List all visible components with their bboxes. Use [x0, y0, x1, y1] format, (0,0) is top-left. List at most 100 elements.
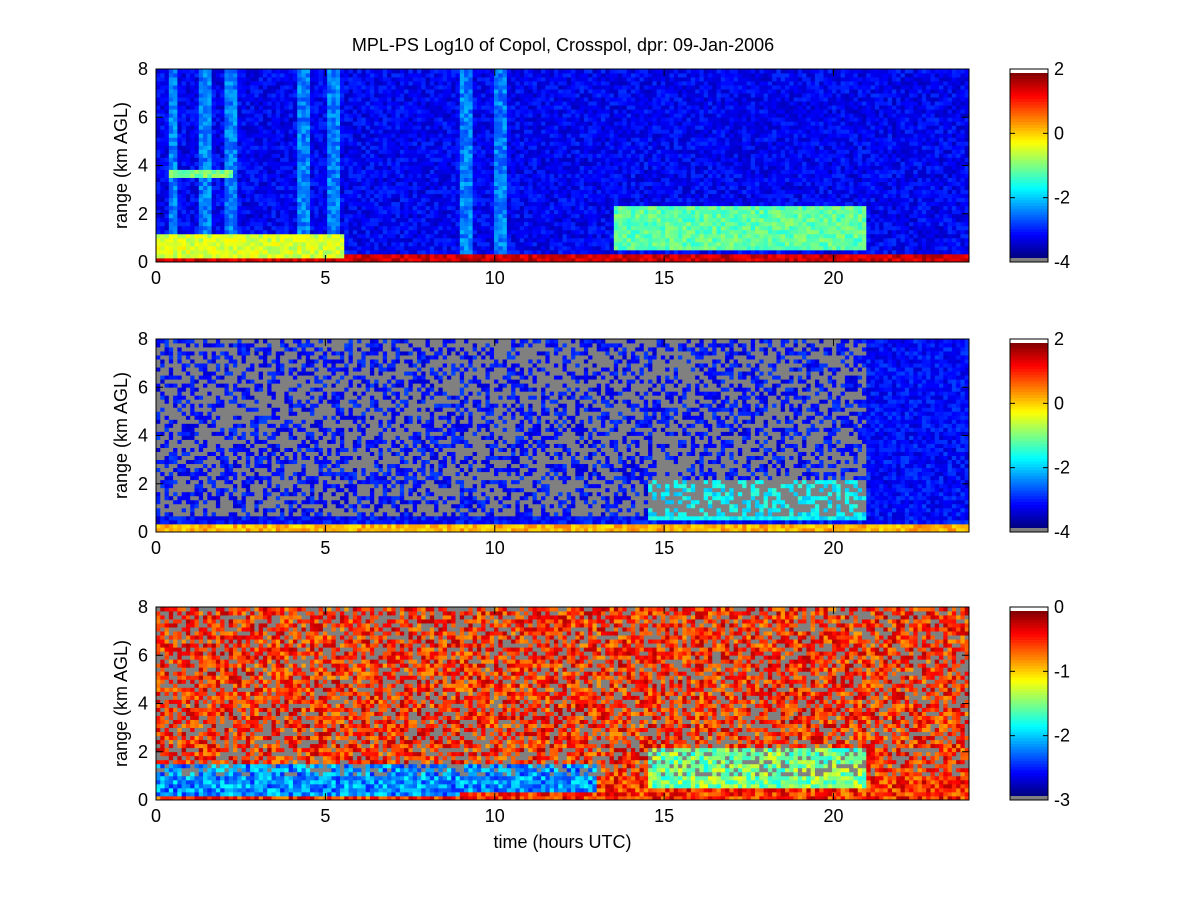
heatmap-cell — [588, 81, 593, 86]
heatmap-cell — [301, 193, 307, 199]
heatmap-cell — [168, 133, 174, 138]
heatmap-cell — [177, 85, 183, 90]
heatmap-cell — [258, 165, 264, 170]
heatmap-cell — [181, 109, 187, 114]
heatmap-cell — [489, 217, 495, 223]
heatmap-cell — [173, 209, 178, 215]
heatmap-cell — [284, 93, 290, 98]
heatmap-cell — [536, 145, 542, 150]
heatmap-cell — [476, 173, 482, 178]
heatmap-cell — [181, 169, 187, 174]
heatmap-cell — [391, 89, 397, 94]
heatmap-cell — [476, 233, 482, 239]
heatmap-cell — [233, 109, 238, 114]
heatmap-cell — [173, 73, 178, 78]
heatmap-cell — [583, 253, 589, 259]
heatmap-cell — [344, 81, 349, 86]
heatmap-cell — [425, 93, 431, 98]
heatmap-cell — [579, 173, 585, 178]
heatmap-cell — [558, 137, 563, 142]
heatmap-cell — [519, 205, 525, 211]
heatmap-cell — [357, 249, 362, 255]
heatmap-cell — [207, 245, 213, 251]
heatmap-cell — [506, 137, 512, 142]
heatmap-cell — [502, 245, 508, 251]
heatmap-cell — [297, 197, 302, 203]
heatmap-cell — [254, 237, 260, 243]
heatmap-cell — [245, 249, 251, 255]
heatmap-cell — [305, 129, 311, 134]
heatmap-cell — [417, 141, 422, 146]
heatmap-cell — [177, 133, 183, 138]
heatmap-cell — [451, 225, 456, 231]
heatmap-cell — [220, 69, 225, 74]
heatmap-cell — [369, 97, 375, 102]
heatmap-cell — [267, 113, 272, 118]
heatmap-cell — [566, 257, 572, 263]
heatmap-cell — [369, 165, 375, 170]
heatmap-cell — [156, 161, 161, 166]
heatmap-cell — [399, 241, 405, 247]
heatmap-cell — [485, 189, 491, 195]
heatmap-cell — [528, 217, 533, 223]
heatmap-cell — [468, 225, 474, 231]
heatmap-cell — [515, 213, 521, 219]
heatmap-cell — [262, 117, 268, 122]
heatmap-cell — [506, 73, 512, 78]
heatmap-cell — [224, 101, 230, 106]
heatmap-cell — [438, 133, 444, 138]
heatmap-cell — [215, 101, 221, 106]
heatmap-cell — [194, 205, 200, 211]
heatmap-cell — [310, 193, 315, 199]
heatmap-cell — [194, 177, 200, 182]
heatmap-cell — [288, 117, 294, 122]
heatmap-cell — [485, 169, 491, 174]
heatmap-cell — [498, 145, 503, 150]
heatmap-cell — [374, 217, 379, 223]
heatmap-cell — [481, 173, 486, 178]
heatmap-cell — [160, 185, 165, 191]
heatmap-cell — [528, 197, 533, 203]
heatmap-cell — [280, 241, 285, 247]
heatmap-cell — [421, 77, 426, 82]
heatmap-cell — [262, 221, 268, 227]
heatmap-cell — [446, 193, 452, 199]
heatmap-cell — [203, 177, 208, 182]
heatmap-cell — [339, 69, 345, 74]
heatmap-cell — [203, 201, 208, 207]
heatmap-cell — [237, 229, 242, 235]
heatmap-cell — [536, 225, 542, 231]
heatmap-cell — [412, 141, 418, 146]
heatmap-cell — [215, 161, 221, 166]
heatmap-cell — [429, 149, 435, 154]
heatmap-cell — [297, 249, 302, 255]
heatmap-cell — [562, 133, 568, 138]
heatmap-cell — [365, 105, 371, 110]
heatmap-cell — [271, 169, 277, 174]
heatmap-cell — [553, 189, 559, 195]
heatmap-cell — [399, 101, 405, 106]
heatmap-cell — [523, 173, 529, 178]
heatmap-cell — [181, 245, 187, 251]
heatmap-cell — [168, 201, 174, 207]
heatmap-cell — [211, 165, 217, 170]
heatmap-cell — [258, 177, 264, 182]
heatmap-cell — [434, 237, 439, 243]
heatmap-cell — [502, 201, 508, 207]
heatmap-cell — [579, 225, 585, 231]
heatmap-cell — [322, 117, 328, 122]
heatmap-cell — [399, 257, 405, 263]
heatmap-cell — [275, 105, 281, 110]
heatmap-cell — [156, 209, 161, 215]
heatmap-cell — [271, 181, 277, 186]
heatmap-cell — [228, 241, 234, 247]
heatmap-cell — [408, 129, 414, 134]
heatmap-cell — [412, 125, 418, 130]
heatmap-cell — [399, 129, 405, 134]
heatmap-cell — [344, 85, 349, 90]
heatmap-cell — [378, 121, 384, 126]
heatmap-cell — [429, 89, 435, 94]
heatmap-cell — [207, 241, 213, 247]
heatmap-cell — [237, 129, 242, 134]
heatmap-cell — [258, 221, 264, 227]
